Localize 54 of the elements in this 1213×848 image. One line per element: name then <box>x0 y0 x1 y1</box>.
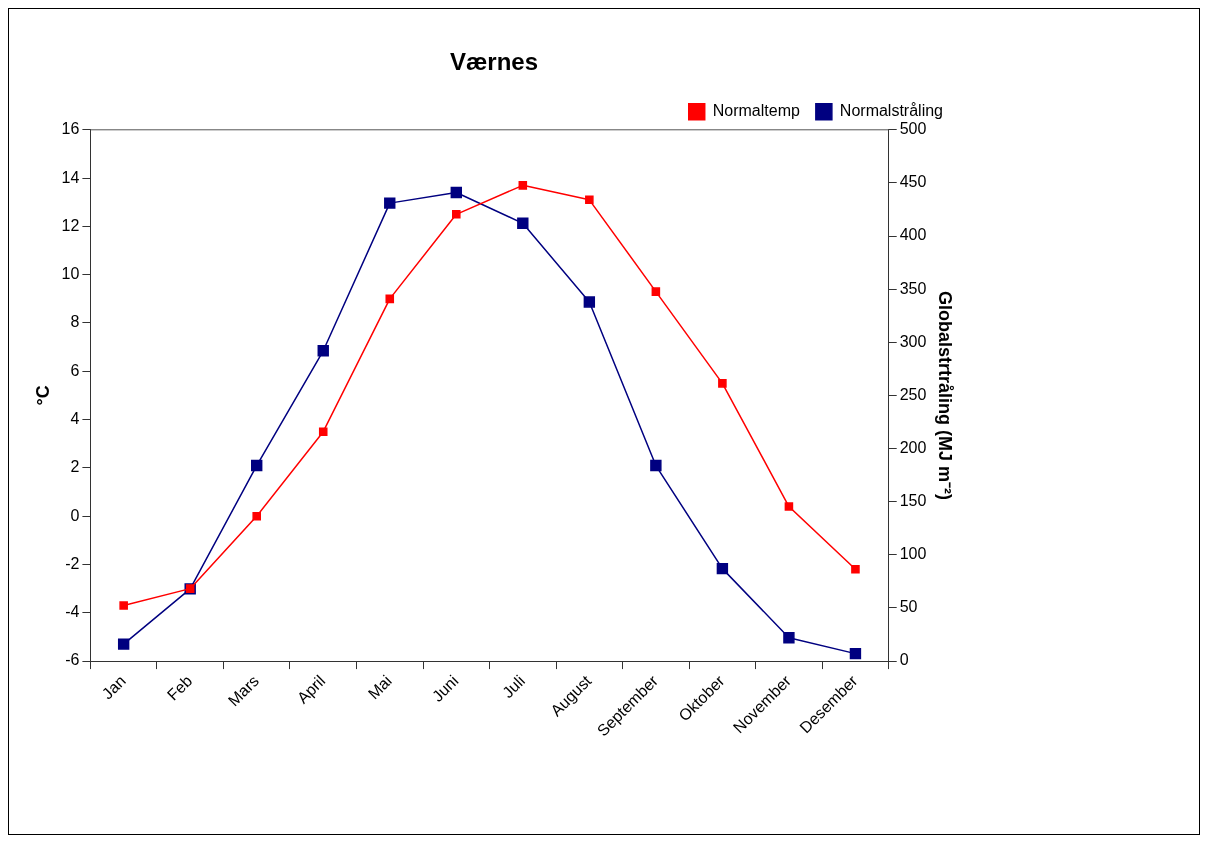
point <box>849 647 862 660</box>
point <box>318 427 328 436</box>
point <box>252 511 261 521</box>
x-tick-label: Feb <box>163 672 196 704</box>
point <box>585 195 594 205</box>
y2-axis-title: Globalstrtråling (MJ m⁻²) <box>935 290 956 500</box>
point <box>783 632 795 644</box>
y2-tick-label: 450 <box>899 173 927 191</box>
point <box>583 296 596 308</box>
y-tick-label: 12 <box>61 216 80 234</box>
y-tick-label: -2 <box>65 554 80 572</box>
x-tick-label: Juli <box>499 672 529 702</box>
y2-tick-label: 100 <box>899 545 927 563</box>
x-tick-label: Mai <box>364 672 395 703</box>
point <box>251 459 263 472</box>
point <box>650 459 662 472</box>
y2-tick-label: 500 <box>899 120 927 138</box>
point <box>119 601 128 610</box>
y-tick-label: -6 <box>65 651 80 669</box>
point <box>517 217 529 230</box>
point <box>716 562 729 575</box>
y-tick-label: 6 <box>70 361 80 379</box>
point <box>784 502 794 511</box>
point <box>117 638 130 650</box>
point <box>385 294 395 304</box>
y-tick-label: 2 <box>70 458 80 476</box>
legend-label: Normaltemp <box>712 102 800 120</box>
y-tick-label: 8 <box>70 313 80 331</box>
point <box>518 181 528 190</box>
point <box>851 565 860 574</box>
x-tick-label: Jan <box>98 672 129 703</box>
legend-label: Normalstråling <box>839 102 943 120</box>
point <box>718 379 727 388</box>
point <box>317 345 329 357</box>
y2-tick-label: 0 <box>899 651 909 669</box>
y-tick-label: 10 <box>61 265 80 283</box>
y2-tick-label: 200 <box>899 438 927 456</box>
y-axis-title: °C <box>32 385 53 406</box>
point <box>452 210 461 219</box>
y2-tick-label: 400 <box>899 226 927 244</box>
point <box>651 287 661 296</box>
y-tick-label: -4 <box>65 603 80 621</box>
point <box>450 186 462 199</box>
y2-tick-label: 300 <box>899 332 927 350</box>
y2-tick-label: 150 <box>899 492 927 510</box>
y2-tick-label: 250 <box>899 385 927 403</box>
y-tick-label: 0 <box>70 506 80 524</box>
y2-tick-label: 350 <box>899 279 927 297</box>
point <box>384 197 396 209</box>
chart-title: Værnes <box>449 48 539 76</box>
y-tick-label: 16 <box>61 120 80 138</box>
y-tick-label: 14 <box>61 168 80 186</box>
y2-tick-label: 50 <box>899 598 918 616</box>
y-tick-label: 4 <box>70 410 80 427</box>
